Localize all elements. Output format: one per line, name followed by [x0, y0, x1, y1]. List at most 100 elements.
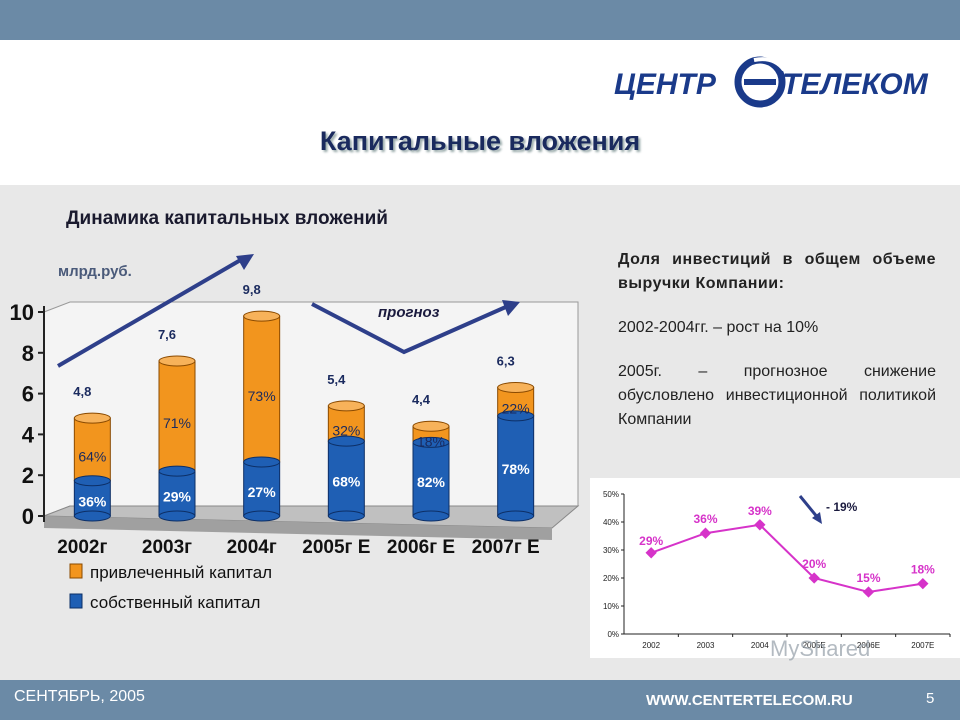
plot-floor-edge: [44, 516, 552, 540]
line-x-tick-label: 2005E: [803, 641, 826, 650]
bar-top: [412, 420, 450, 432]
bar-total-label: 4,8: [73, 384, 91, 399]
bar-attracted-pct-label: 71%: [163, 415, 191, 431]
footer-date: СЕНТЯБРЬ, 2005: [14, 688, 145, 705]
bar-segment-divider: [73, 475, 111, 487]
legend-swatch-own: [69, 593, 83, 609]
bar-top: [73, 412, 111, 424]
line-point-label: 15%: [856, 571, 880, 585]
bar-segment-divider: [412, 436, 450, 448]
forecast-arrow-head: [502, 300, 520, 316]
legend-label-attracted: привлеченный капитал: [90, 563, 272, 582]
forecast-label: прогноз: [378, 304, 440, 321]
line-y-tick-label: 0%: [607, 630, 619, 639]
y-tick-label: 8: [22, 341, 34, 366]
bar-own-capital: [497, 415, 535, 517]
bar-attracted-capital: [243, 315, 281, 463]
y-tick-label: 10: [10, 300, 34, 325]
line-y-tick-label: 20%: [603, 574, 619, 583]
bar-top: [327, 400, 365, 412]
x-category-label: 2003г: [142, 537, 192, 558]
bar-own-pct-label: 36%: [78, 493, 107, 509]
line-series: [650, 523, 923, 594]
bar-segment-divider: [327, 435, 365, 447]
investment-share-heading: Доля инвестиций в общем объеме выручки К…: [618, 251, 936, 292]
bar-base: [497, 510, 535, 522]
line-y-tick-label: 30%: [603, 546, 619, 555]
bar-total-label: 7,6: [158, 327, 176, 342]
x-category-label: 2002г: [57, 537, 107, 558]
line-chart-background: [590, 478, 960, 658]
forecast-arrow: [311, 302, 509, 355]
bar-base: [243, 510, 281, 522]
investment-point-2: 2005г. – прогнозное снижение обусловлено…: [618, 363, 936, 428]
bar-base: [412, 510, 450, 522]
line-point-label: 39%: [748, 504, 772, 518]
bar-own-capital: [412, 441, 450, 517]
page-number: 5: [926, 690, 935, 707]
investment-share-line-chart: 0% 10% 20% 30% 40% 50% 2002 2003 2004 2005E 2006E 2…: [590, 478, 960, 658]
line-point-label: 29%: [639, 534, 663, 548]
top-bar: [0, 0, 960, 40]
line-y-tick-label: 10%: [603, 602, 619, 611]
x-category-label: 2007г Е: [472, 537, 540, 558]
decline-arrow-head: [812, 512, 822, 524]
line-point-label: 18%: [911, 563, 935, 577]
footer-url: WWW.CENTERTELECOM.RU: [646, 692, 853, 709]
y-tick-label: 4: [22, 422, 35, 447]
bar-own-pct-label: 78%: [502, 461, 531, 477]
page-title: Капитальные вложения: [319, 126, 641, 156]
bar-base: [158, 510, 196, 522]
line-point: [917, 577, 929, 590]
bar-own-pct-label: 68%: [332, 474, 361, 490]
chart-subtitle: Динамика капитальных вложений: [66, 208, 388, 229]
line-point-label: 36%: [693, 512, 717, 526]
line-x-tick-label: 2003: [697, 641, 715, 650]
line-x-tick-label: 2006E: [857, 641, 880, 650]
line-point-label: 20%: [802, 557, 826, 571]
growth-arrow: [56, 256, 246, 368]
capital-investment-bar-chart: 0 2 4 6 8 10 4,8 64% 36% 2002г 7,6 71% 29% 2003г 9,8 73…: [10, 254, 580, 612]
bar-total-label: 6,3: [497, 353, 515, 368]
line-x-tick-label: 2002: [642, 641, 660, 650]
line-y-tick-label: 40%: [603, 518, 619, 527]
bar-top: [497, 381, 535, 393]
bar-attracted-pct-label: 64%: [78, 448, 106, 464]
x-category-label: 2004г: [227, 537, 277, 558]
y-tick-label: 2: [22, 463, 34, 488]
watermark: MyShared: [770, 636, 871, 661]
legend-swatch-attracted: [69, 563, 83, 579]
y-tick-label: 6: [22, 382, 34, 407]
bar-attracted-pct-label: 32%: [332, 422, 360, 438]
legend-label-own: собственный капитал: [90, 593, 260, 612]
line-x-tick-label: 2007E: [911, 641, 934, 650]
x-category-label: 2005г Е: [302, 537, 370, 558]
growth-arrow-head: [236, 254, 254, 270]
bar-own-capital: [243, 461, 281, 517]
bar-attracted-pct-label: 73%: [248, 388, 276, 404]
bar-base: [327, 510, 365, 522]
bar-own-pct-label: 27%: [248, 484, 277, 500]
investment-point-1: 2002-2004гг. – рост на 10%: [618, 319, 819, 336]
line-y-tick-label: 50%: [603, 490, 619, 499]
bar-own-pct-label: 29%: [163, 489, 192, 505]
decline-annotation: - 19%: [826, 500, 858, 514]
company-logo: ЦЕНТР ТЕЛЕКОМ: [614, 56, 929, 108]
bar-attracted-pct-label: 18%: [417, 433, 445, 449]
bar-top: [243, 310, 281, 322]
bar-segment-divider: [243, 456, 281, 468]
decline-arrow: [798, 495, 820, 519]
bar-segment-divider: [158, 465, 196, 477]
logo-text-left: ЦЕНТР: [614, 68, 717, 101]
chart-unit: млрд.руб.: [58, 263, 132, 280]
x-category-label: 2006г Е: [387, 537, 455, 558]
bar-attracted-pct-label: 22%: [502, 401, 530, 417]
bar-top: [158, 355, 196, 367]
line-x-tick-label: 2004: [751, 641, 769, 650]
header-area: [0, 40, 960, 185]
bar-segment-divider: [497, 410, 535, 422]
logo-text-right: ТЕЛЕКОМ: [782, 68, 929, 101]
bar-total-label: 9,8: [243, 282, 261, 297]
footer-bar: [0, 680, 960, 720]
bar-own-pct-label: 82%: [417, 474, 446, 490]
